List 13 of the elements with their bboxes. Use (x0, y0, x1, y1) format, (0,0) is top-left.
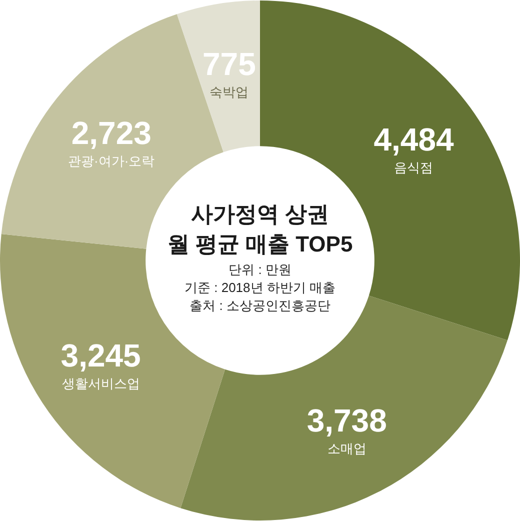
source-note: 출처 : 소상공인진흥공단 (190, 298, 330, 313)
slice-label: 음식점 (394, 160, 434, 176)
data-label: 4,484 (374, 122, 454, 158)
slice-label: 관광·여가·오락 (68, 153, 155, 168)
data-label: 3,738 (306, 402, 387, 439)
slice-label: 숙박업 (210, 84, 249, 100)
text: 기준 : 2018년 하반기 매출 (184, 280, 336, 295)
slice-label: 생활서비스업 (62, 376, 140, 392)
text: 단위 : 만원 (228, 262, 292, 277)
slice-label: 소매업 (327, 441, 366, 456)
text: 사가정역 상권 월 평균 매출 TOP5 (167, 202, 353, 256)
data-label: 3,245 (60, 338, 141, 374)
data-label: 2,723 (71, 114, 152, 151)
